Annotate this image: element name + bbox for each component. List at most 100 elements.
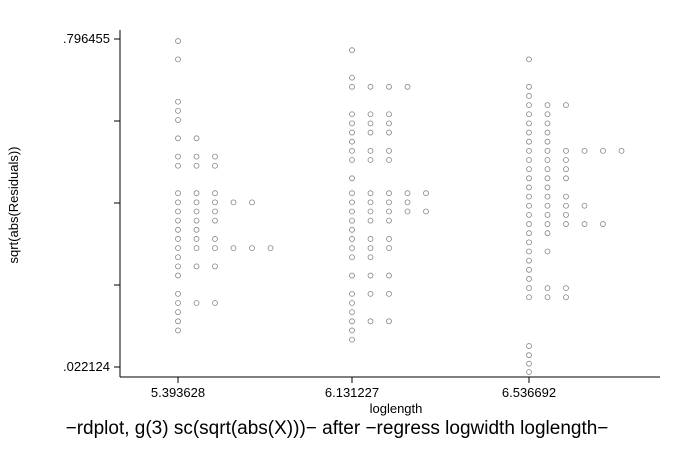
data-point: [600, 147, 606, 154]
data-point: [212, 245, 218, 252]
data-point: [212, 236, 218, 242]
data-point: [367, 129, 374, 136]
y-axis-title: sqrt(abs(Residuals)): [6, 146, 21, 263]
data-point: [544, 221, 551, 227]
data-point: [175, 38, 181, 44]
data-point: [367, 199, 374, 206]
data-point: [267, 245, 274, 252]
data-point: [175, 309, 181, 316]
data-point: [175, 153, 181, 160]
data-point: [404, 190, 411, 197]
data-point: [563, 202, 569, 209]
data-point: [230, 199, 237, 206]
data-point: [367, 190, 374, 197]
x-ticks: 5.393628 6.131227 6.536692: [151, 377, 556, 400]
data-point: [367, 245, 374, 252]
data-point: [386, 190, 392, 197]
data-point: [526, 239, 532, 246]
data-point: [526, 102, 532, 109]
data-point: [349, 199, 355, 206]
data-point: [544, 184, 551, 191]
data-point: [212, 263, 218, 270]
data-point: [526, 93, 532, 99]
data-point: [526, 175, 532, 182]
data-point: [349, 208, 355, 215]
data-point: [544, 129, 551, 136]
data-point: [175, 135, 181, 142]
data-point: [193, 226, 200, 233]
data-point: [544, 166, 551, 173]
data-point: [544, 138, 551, 145]
data-point: [175, 318, 181, 325]
data-point: [526, 147, 532, 154]
data-point: [404, 199, 411, 206]
data-point: [367, 208, 374, 215]
data-point: [563, 221, 569, 227]
data-point: [526, 285, 532, 291]
data-point: [581, 221, 588, 227]
x-tick-label: 6.131227: [325, 385, 379, 400]
data-point: [175, 254, 181, 261]
data-point: [386, 318, 392, 325]
data-point: [544, 230, 551, 237]
data-point: [544, 202, 551, 209]
data-point: [386, 217, 392, 224]
data-point: [526, 248, 532, 255]
data-point: [367, 147, 374, 154]
data-point: [175, 98, 181, 105]
data-point: [544, 294, 551, 301]
data-point: [526, 343, 532, 349]
data-point: [193, 199, 200, 206]
data-point: [544, 285, 551, 291]
chart-caption: −rdplot, g(3) sc(sqrt(abs(X)))− after −r…: [66, 418, 609, 439]
data-point: [175, 245, 181, 252]
data-point: [349, 245, 355, 252]
data-point: [544, 147, 551, 154]
data-point: [249, 199, 255, 206]
data-point: [349, 47, 355, 54]
data-point: [367, 217, 374, 224]
data-point: [349, 217, 355, 224]
data-point: [175, 208, 181, 215]
data-point: [175, 272, 181, 279]
data-point: [193, 217, 200, 224]
data-point: [526, 266, 532, 273]
data-point: [193, 245, 200, 252]
x-tick-label: 6.536692: [502, 385, 556, 400]
data-point: [423, 208, 429, 215]
data-point: [349, 74, 355, 81]
y-ticks: .796455 .022124: [63, 31, 120, 374]
data-point: [212, 199, 218, 206]
data-point: [386, 157, 392, 163]
data-point: [386, 129, 392, 136]
data-point: [212, 300, 218, 306]
data-point: [175, 263, 181, 270]
data-point: [526, 193, 532, 200]
data-point: [367, 318, 374, 325]
data-point: [349, 175, 355, 182]
data-point: [175, 290, 181, 297]
x-tick-label: 5.393628: [151, 385, 205, 400]
data-point: [349, 83, 355, 90]
data-point: [526, 294, 532, 301]
data-point: [386, 111, 392, 118]
data-point: [544, 193, 551, 200]
data-point: [526, 230, 532, 237]
data-point: [544, 111, 551, 118]
data-point: [349, 272, 355, 279]
data-point: [349, 120, 355, 127]
data-point: [193, 153, 200, 160]
data-point: [423, 190, 429, 197]
data-point: [193, 300, 200, 306]
data-point: [581, 202, 588, 209]
data-point: [386, 147, 392, 154]
data-point: [193, 236, 200, 242]
data-point: [386, 83, 392, 90]
data-point: [526, 166, 532, 173]
data-point: [526, 111, 532, 118]
data-point: [367, 111, 374, 118]
data-point: [526, 211, 532, 218]
data-point: [193, 190, 200, 197]
data-point: [581, 147, 588, 154]
data-point: [526, 129, 532, 136]
